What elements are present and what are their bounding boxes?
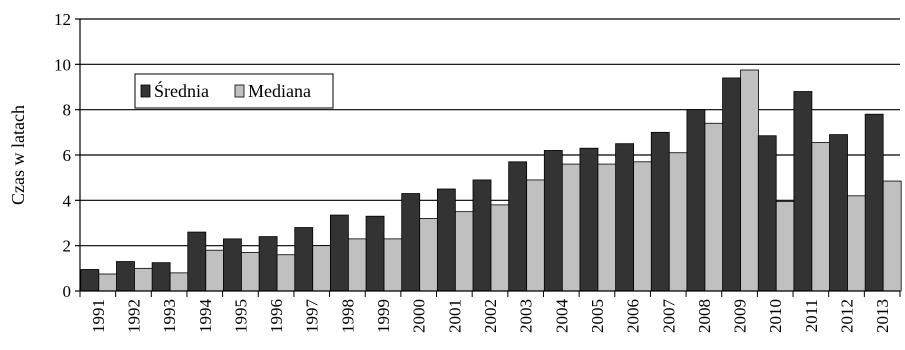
bar-mediana-1993 — [169, 272, 189, 292]
bar-mediana-1996 — [276, 254, 296, 292]
axes — [75, 18, 901, 297]
bar-mediana-1995 — [241, 252, 260, 292]
legend-swatch-srednia — [140, 84, 151, 98]
y-tick-labels: 0 2 4 6 8 10 12 — [54, 10, 72, 301]
x-tick-label-1998: 1998 — [338, 299, 357, 333]
x-tick-label-2011: 2011 — [802, 299, 821, 332]
legend-label-srednia: Średnia — [154, 80, 209, 101]
y-tick-label-4: 4 — [63, 191, 72, 210]
bar-srednia-1997 — [294, 227, 314, 292]
bar-srednia-1999 — [365, 215, 385, 292]
y-tick-label-6: 6 — [63, 146, 72, 165]
bar-srednia-2002 — [472, 179, 492, 292]
bar-mediana-2009 — [740, 69, 759, 292]
x-tick-label-2001: 2001 — [445, 299, 464, 333]
bar-srednia-2005 — [579, 147, 599, 292]
x-tick-label-2013: 2013 — [873, 299, 892, 333]
bar-mediana-1991 — [98, 273, 118, 292]
bar-mediana-2013 — [882, 180, 902, 292]
x-tick-label-1995: 1995 — [231, 299, 250, 333]
bar-srednia-1995 — [223, 238, 242, 292]
legend: Średnia Mediana — [134, 73, 334, 109]
y-tick-label-12: 12 — [54, 10, 71, 29]
bar-srednia-1998 — [329, 214, 349, 292]
bar-srednia-1994 — [187, 231, 207, 292]
y-tick-label-8: 8 — [63, 101, 72, 120]
x-tick-label-1999: 1999 — [374, 299, 393, 333]
bar-mediana-2005 — [597, 163, 617, 292]
bar-srednia-2013 — [864, 113, 884, 292]
bar-mediana-2010 — [775, 201, 795, 292]
legend-label-mediana: Mediana — [248, 81, 311, 101]
bar-mediana-1992 — [134, 267, 153, 292]
bar-srednia-2004 — [543, 150, 563, 292]
bar-srednia-1991 — [80, 269, 100, 292]
y-axis-label: Czas w latach — [8, 105, 28, 205]
x-tick-label-2004: 2004 — [552, 299, 571, 334]
bar-srednia-2000 — [401, 193, 421, 292]
x-tick-label-2002: 2002 — [481, 299, 500, 333]
bar-mediana-2011 — [811, 142, 831, 292]
bar-srednia-2008 — [686, 109, 706, 292]
bar-mediana-2008 — [704, 122, 724, 292]
bar-srednia-1993 — [151, 262, 171, 292]
bar-srednia-2001 — [436, 188, 456, 292]
bar-mediana-1998 — [347, 238, 367, 292]
bar-mediana-2002 — [490, 204, 510, 292]
bar-srednia-2003 — [508, 161, 528, 292]
bar-srednia-2009 — [722, 77, 741, 292]
y-tick-label-10: 10 — [54, 55, 71, 74]
x-tick-label-2008: 2008 — [695, 299, 714, 333]
y-tick-label-0: 0 — [63, 282, 72, 301]
bar-mediana-1994 — [205, 249, 225, 292]
legend-box — [134, 73, 334, 109]
x-tick-label-2005: 2005 — [588, 299, 607, 333]
x-tick-label-2006: 2006 — [624, 299, 643, 333]
x-tick-label-2007: 2007 — [659, 299, 678, 334]
y-tick-label-2: 2 — [63, 237, 72, 256]
bar-srednia-2011 — [793, 91, 813, 292]
bar-srednia-2010 — [757, 135, 777, 292]
x-tick-label-1994: 1994 — [196, 299, 215, 334]
bar-mediana-1997 — [312, 245, 332, 292]
bar-srednia-2007 — [650, 131, 670, 292]
bar-mediana-2001 — [454, 211, 474, 292]
bar-mediana-2004 — [561, 163, 581, 292]
x-tick-label-1992: 1992 — [124, 299, 143, 333]
x-tick-label-1997: 1997 — [303, 299, 322, 334]
bar-srednia-1996 — [258, 236, 278, 292]
x-tick-label-1991: 1991 — [89, 299, 108, 333]
bar-mediana-2006 — [633, 161, 653, 292]
bar-mediana-2000 — [419, 218, 439, 292]
x-tick-label-2000: 2000 — [410, 299, 429, 333]
bar-srednia-2006 — [615, 143, 635, 292]
x-tick-labels: 1991 1992 1993 1994 1995 1996 1997 1998 1999 2000… — [89, 299, 892, 334]
x-tick-label-2010: 2010 — [766, 299, 785, 333]
bar-srednia-1992 — [116, 261, 135, 292]
bar-mediana-2003 — [526, 179, 546, 292]
x-tick-label-2003: 2003 — [517, 299, 536, 333]
x-tick-label-2009: 2009 — [731, 299, 750, 333]
x-tick-label-1993: 1993 — [160, 299, 179, 333]
x-tick-label-2012: 2012 — [838, 299, 857, 333]
bar-mediana-2007 — [668, 152, 688, 292]
legend-swatch-mediana — [234, 84, 245, 98]
bar-mediana-2012 — [847, 195, 866, 292]
bar-srednia-2012 — [829, 134, 848, 292]
bar-mediana-1999 — [383, 238, 403, 292]
x-tick-label-1996: 1996 — [267, 299, 286, 333]
